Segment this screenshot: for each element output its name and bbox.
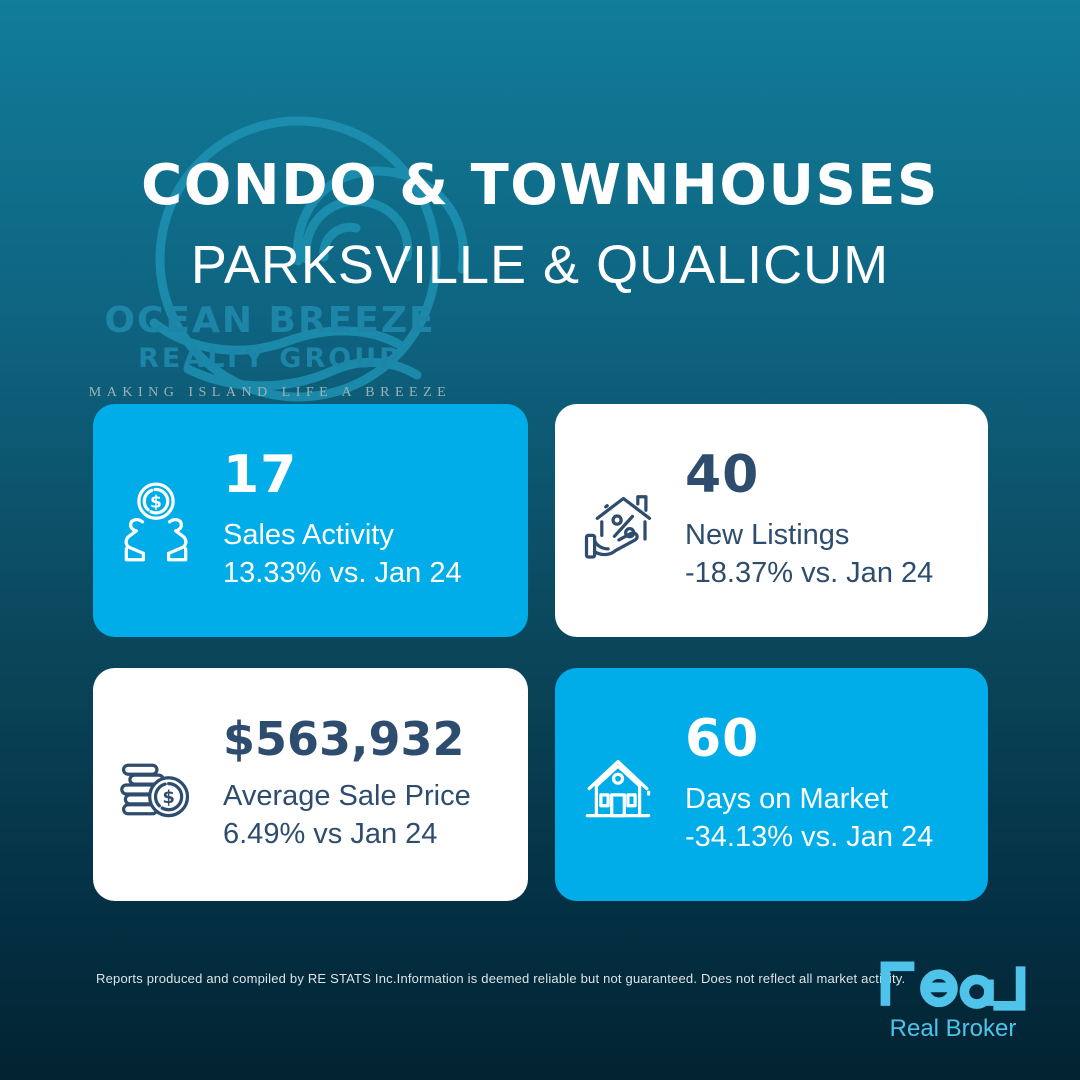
disclaimer-text: Reports produced and compiled by RE STAT… <box>96 971 906 986</box>
svg-text:$: $ <box>150 492 162 512</box>
svg-text:$: $ <box>162 787 175 808</box>
brand-name-line2: REALTY GROUP <box>138 342 402 374</box>
house-percent-hand-icon <box>573 476 663 566</box>
stat-card-sales-activity: $ 17 Sales Activity 13.33% vs. Jan 24 <box>93 404 528 637</box>
page-subtitle: PARKSVILLE & QUALICUM <box>190 235 890 295</box>
hands-holding-coin-icon: $ <box>111 476 201 566</box>
stats-grid: $ 17 Sales Activity 13.33% vs. Jan 24 <box>93 404 988 901</box>
brand-name-line1: OCEAN BREEZE <box>104 300 436 341</box>
stat-card-average-sale-price: $ $563,932 Average Sale Price 6.49% vs J… <box>93 668 528 901</box>
stat-card-body: 17 Sales Activity 13.33% vs. Jan 24 <box>223 449 462 591</box>
stat-value: 17 <box>223 445 298 506</box>
house-icon <box>573 740 663 830</box>
coin-stack-icon: $ <box>111 740 201 830</box>
stat-label: Days on Market <box>685 783 889 816</box>
page-title: CONDO & TOWNHOUSES <box>141 153 939 218</box>
broker-name: Real Broker <box>889 1015 1017 1042</box>
stat-value: 40 <box>685 445 760 506</box>
stat-label: New Listings <box>685 519 850 552</box>
brand-tagline: MAKING ISLAND LIFE A BREEZE <box>88 385 452 401</box>
brand-block: OCEAN BREEZE REALTY GROUP MAKING ISLAND … <box>88 301 452 401</box>
stat-card-days-on-market: 60 Days on Market -34.13% vs. Jan 24 <box>555 668 988 901</box>
stat-label: Average Sale Price <box>223 780 471 813</box>
stat-value: $563,932 <box>223 712 465 767</box>
stat-card-body: $563,932 Average Sale Price 6.49% vs Jan… <box>223 716 471 852</box>
stat-delta: 6.49% vs Jan 24 <box>223 817 438 850</box>
stat-delta: -18.37% vs. Jan 24 <box>685 556 934 589</box>
ocean-wave-icon <box>126 110 476 412</box>
stat-value: 60 <box>685 709 760 770</box>
real-broker-logo-block: Real Broker <box>872 952 1034 1043</box>
stat-label: Sales Activity <box>223 519 394 552</box>
stat-delta: 13.33% vs. Jan 24 <box>223 556 462 589</box>
real-broker-logo-icon <box>880 961 1026 1011</box>
stat-card-new-listings: 40 New Listings -18.37% vs. Jan 24 <box>555 404 988 637</box>
stat-card-body: 40 New Listings -18.37% vs. Jan 24 <box>685 449 933 591</box>
stat-card-body: 60 Days on Market -34.13% vs. Jan 24 <box>685 713 933 855</box>
stat-delta: -34.13% vs. Jan 24 <box>685 820 934 853</box>
